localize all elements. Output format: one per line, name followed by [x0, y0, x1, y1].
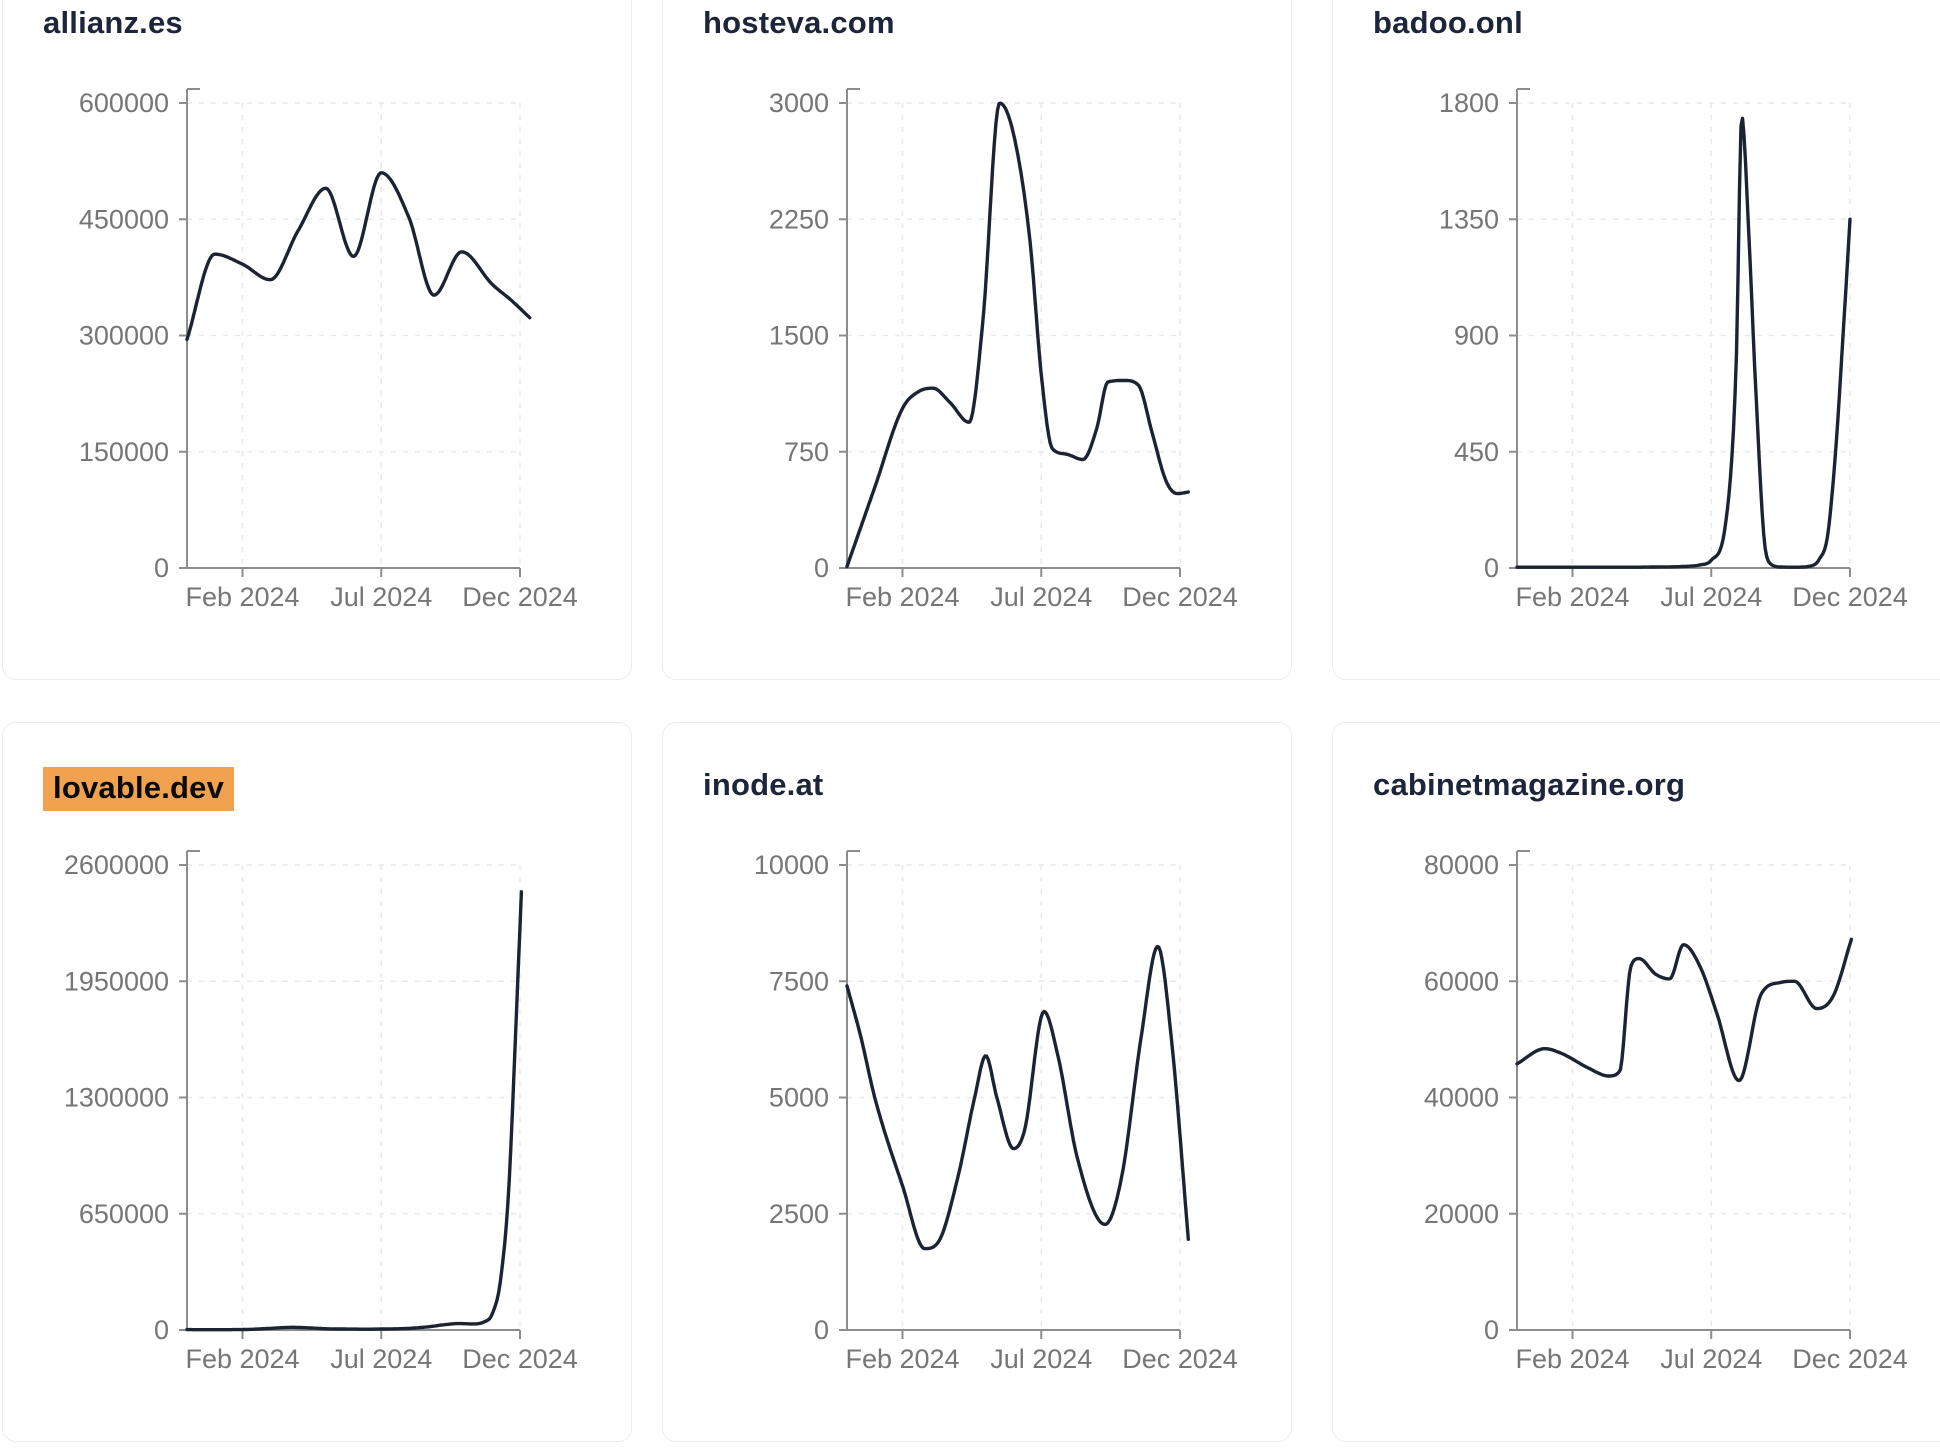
domain-name: allianz.es — [43, 5, 183, 40]
traffic-line-chart: 0 150000 300000 450000 600000 Feb 2024 Jul 202… — [79, 88, 578, 612]
traffic-line-chart: 0 750 1500 2250 3000 Feb 2024 Jul 2024 Dec 2024 — [769, 88, 1238, 612]
domain-name: cabinetmagazine.org — [1373, 767, 1686, 802]
traffic-line-chart: 0 650000 1300000 1950000 2600000 Feb 2024 Jul … — [64, 850, 578, 1374]
svg-text:1350: 1350 — [1439, 204, 1499, 234]
svg-text:Dec 2024: Dec 2024 — [1122, 1344, 1238, 1374]
card-title: hosteva.com — [703, 5, 895, 41]
domain-card: badoo.onl 0 450 900 1350 1800 Feb 2024 Jul 202… — [1332, 0, 1940, 680]
svg-text:0: 0 — [1484, 553, 1499, 583]
svg-text:40000: 40000 — [1424, 1083, 1499, 1113]
svg-text:1800: 1800 — [1439, 88, 1499, 118]
svg-text:20000: 20000 — [1424, 1199, 1499, 1229]
svg-text:Jul 2024: Jul 2024 — [1660, 582, 1762, 612]
svg-text:450: 450 — [1454, 437, 1499, 467]
svg-text:Dec 2024: Dec 2024 — [1792, 1344, 1908, 1374]
domain-name: badoo.onl — [1373, 5, 1523, 40]
svg-text:Feb 2024: Feb 2024 — [185, 1344, 299, 1374]
svg-text:Dec 2024: Dec 2024 — [1122, 582, 1238, 612]
svg-text:650000: 650000 — [79, 1199, 169, 1229]
svg-text:Feb 2024: Feb 2024 — [1515, 1344, 1629, 1374]
svg-text:150000: 150000 — [79, 437, 169, 467]
svg-text:Jul 2024: Jul 2024 — [330, 1344, 432, 1374]
svg-text:300000: 300000 — [79, 321, 169, 351]
card-title: allianz.es — [43, 5, 183, 41]
svg-text:2600000: 2600000 — [64, 850, 169, 880]
svg-text:1500: 1500 — [769, 321, 829, 351]
svg-text:0: 0 — [814, 1315, 829, 1345]
svg-text:Jul 2024: Jul 2024 — [1660, 1344, 1762, 1374]
svg-text:Dec 2024: Dec 2024 — [462, 582, 578, 612]
svg-text:750: 750 — [784, 437, 829, 467]
domain-card: inode.at 0 2500 5000 7500 10000 Feb 2024 Jul 2… — [662, 722, 1292, 1442]
svg-text:450000: 450000 — [79, 204, 169, 234]
domain-card: lovable.dev 0 650000 1300000 1950000 2600000… — [2, 722, 632, 1442]
svg-text:Dec 2024: Dec 2024 — [1792, 582, 1908, 612]
svg-text:900: 900 — [1454, 321, 1499, 351]
svg-text:10000: 10000 — [754, 850, 829, 880]
svg-text:1300000: 1300000 — [64, 1083, 169, 1113]
card-title: lovable.dev — [43, 767, 235, 811]
domain-name: lovable.dev — [43, 767, 235, 811]
svg-text:Jul 2024: Jul 2024 — [990, 1344, 1092, 1374]
traffic-line-chart: 0 2500 5000 7500 10000 Feb 2024 Jul 2024 Dec 20… — [754, 850, 1238, 1374]
card-title: badoo.onl — [1373, 5, 1523, 41]
svg-text:0: 0 — [154, 553, 169, 583]
svg-text:0: 0 — [814, 553, 829, 583]
svg-text:0: 0 — [154, 1315, 169, 1345]
svg-text:2500: 2500 — [769, 1199, 829, 1229]
svg-text:Jul 2024: Jul 2024 — [990, 582, 1092, 612]
domain-card: hosteva.com 0 750 1500 2250 3000 Feb 2024 Jul … — [662, 0, 1292, 680]
svg-text:1950000: 1950000 — [64, 966, 169, 996]
card-title: inode.at — [703, 767, 823, 803]
svg-text:0: 0 — [1484, 1315, 1499, 1345]
domain-card: allianz.es 0 150000 300000 450000 600000 Feb … — [2, 0, 632, 680]
traffic-line-chart: 0 20000 40000 60000 80000 Feb 2024 Jul 2024 Dec… — [1424, 850, 1908, 1374]
svg-text:Dec 2024: Dec 2024 — [462, 1344, 578, 1374]
domain-name: hosteva.com — [703, 5, 895, 40]
svg-text:60000: 60000 — [1424, 966, 1499, 996]
svg-text:Feb 2024: Feb 2024 — [845, 1344, 959, 1374]
svg-text:2250: 2250 — [769, 204, 829, 234]
svg-text:7500: 7500 — [769, 966, 829, 996]
svg-text:Jul 2024: Jul 2024 — [330, 582, 432, 612]
svg-text:3000: 3000 — [769, 88, 829, 118]
svg-text:600000: 600000 — [79, 88, 169, 118]
traffic-line-chart: 0 450 900 1350 1800 Feb 2024 Jul 2024 Dec 2024 — [1439, 88, 1908, 612]
svg-text:5000: 5000 — [769, 1083, 829, 1113]
card-title: cabinetmagazine.org — [1373, 767, 1685, 803]
svg-text:80000: 80000 — [1424, 850, 1499, 880]
svg-text:Feb 2024: Feb 2024 — [185, 582, 299, 612]
svg-text:Feb 2024: Feb 2024 — [845, 582, 959, 612]
svg-text:Feb 2024: Feb 2024 — [1515, 582, 1629, 612]
domain-card: cabinetmagazine.org 0 20000 40000 60000 8000… — [1332, 722, 1940, 1442]
domain-name: inode.at — [703, 767, 824, 802]
